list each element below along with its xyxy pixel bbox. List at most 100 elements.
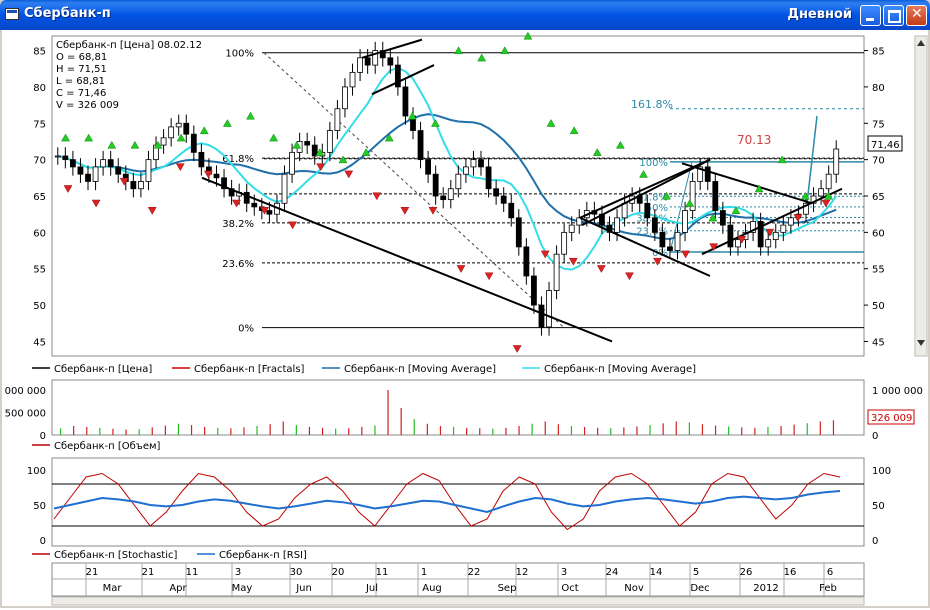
fibonacci-left-levels: 100% 61.8% 38.2% 23.6% 0% (222, 49, 864, 335)
fractal-up-marker (222, 119, 232, 127)
candle-body (440, 195, 447, 201)
candle-body (334, 108, 341, 131)
period-label[interactable]: Дневной (787, 7, 852, 22)
time-day-label: 21 (86, 567, 99, 578)
time-day-label: 1 (421, 567, 427, 578)
candle-body (221, 177, 227, 190)
fractal-up-marker (84, 133, 94, 142)
price-tick-label-left: 75 (33, 119, 46, 130)
price-legend: Сбербанк-п [Цена] Сбербанк-п [Fractals] Сб… (32, 364, 696, 375)
minimize-button[interactable] (860, 5, 881, 26)
fib-left-label: 38.2% (222, 219, 254, 230)
candle-body (326, 130, 333, 153)
candle-body (704, 166, 711, 182)
candle-body (561, 231, 568, 255)
candle-body (478, 159, 484, 168)
trendline (361, 38, 423, 59)
time-day-label: 3 (561, 567, 567, 578)
fractal-down-marker (147, 207, 157, 215)
fractal-down-marker (203, 170, 213, 179)
candle-body (825, 173, 832, 190)
time-day-label: 11 (376, 567, 389, 578)
candle-body (568, 224, 575, 233)
fractal-up-marker (824, 191, 833, 200)
price-tick-label-right: 60 (872, 228, 885, 239)
fractal-up-marker (431, 119, 440, 127)
fractal-up-marker (731, 206, 741, 215)
fractal-up-marker (500, 46, 510, 55)
candle-body (213, 173, 220, 179)
candle-body (787, 217, 794, 226)
time-month-label: Aug (422, 583, 442, 594)
info-low: L = 68,81 (56, 76, 105, 87)
legend-osc-label: Сбербанк-п [Stochastic] (54, 550, 178, 561)
info-header: Сбербанк-п [Цена] 08.02.12 (56, 40, 202, 51)
fractal-up-marker (477, 53, 487, 62)
candle-body (727, 224, 734, 248)
candle-body (689, 181, 696, 211)
time-month-label: Jun (295, 583, 312, 594)
fractal-up-marker (523, 31, 533, 40)
fractal-down-marker (232, 199, 241, 208)
chart-area[interactable]: 100%61.8%38.2%23.6%0% 100%61.8%50%38.2%2… (2, 30, 928, 606)
title-bar[interactable]: Сбербанк-п Дневной (0, 0, 930, 30)
scroll-down-icon[interactable] (917, 340, 925, 346)
oscillator-legend: Сбербанк-п [Stochastic] Сбербанк-п [RSI] (32, 550, 307, 561)
trendlines (201, 38, 843, 343)
price-candles (54, 41, 840, 336)
time-day-label: 12 (516, 567, 529, 578)
price-pane[interactable]: 100%61.8%38.2%23.6%0% 100%61.8%50%38.2%2… (33, 31, 928, 357)
horizontal-scrollbar[interactable] (51, 596, 865, 606)
candle-body (576, 217, 583, 226)
moving-average-slow (57, 113, 837, 240)
info-volume: V = 326 009 (56, 100, 119, 111)
fractal-down-marker (372, 192, 382, 201)
candle-body (667, 246, 673, 251)
candle-body (455, 173, 462, 190)
candle-body (493, 188, 500, 197)
oscillator-tick-right: 100 (872, 466, 891, 477)
candle-body (266, 210, 273, 215)
price-tick-label-left: 70 (33, 156, 46, 167)
fractal-down-marker (765, 228, 775, 237)
candle-body (546, 290, 552, 328)
time-month-label: Dec (690, 583, 709, 594)
candle-body (470, 159, 477, 168)
info-close: C = 71,46 (56, 88, 106, 99)
candle-body (304, 141, 311, 146)
time-day-label: 6 (827, 567, 833, 578)
fib-left-label: 0% (238, 324, 254, 335)
fib-right-label: 61.8% (636, 192, 668, 203)
fractal-down-marker (400, 207, 410, 215)
candle-body (818, 188, 825, 197)
scroll-up-icon[interactable] (917, 40, 925, 46)
candle-body (538, 304, 545, 328)
candle-body (145, 159, 152, 182)
time-day-label: 21 (142, 567, 155, 578)
candle-body (62, 155, 69, 161)
candle-body (311, 144, 318, 157)
price-tick-label-left: 50 (33, 301, 46, 312)
price-tick-label-right: 45 (872, 337, 885, 348)
candle-body (432, 173, 439, 197)
close-button[interactable] (906, 5, 927, 26)
legend-price-label: Сбербанк-п [Moving Average] (544, 364, 696, 375)
candle-body (644, 202, 651, 219)
maximize-button[interactable] (883, 5, 904, 26)
candle-body (719, 210, 726, 226)
oscillator-axis: 100 100 50 50 0 0 (27, 466, 891, 547)
fractal-down-marker (512, 345, 522, 353)
oscillator-pane[interactable]: 100 100 50 50 0 0 (27, 457, 891, 547)
candle-body (523, 246, 530, 277)
candle-body (394, 64, 401, 88)
candle-body (417, 130, 424, 161)
info-box: Сбербанк-п [Цена] 08.02.12 O = 68,81 H =… (56, 40, 202, 111)
chart-svg[interactable]: 100%61.8%38.2%23.6%0% 100%61.8%50%38.2%2… (2, 30, 928, 606)
fib-right-label: 50% (646, 203, 668, 214)
candle-body (77, 166, 84, 175)
fractal-down-marker (484, 272, 494, 281)
price-tick-label-right: 80 (872, 83, 885, 94)
candle-body (531, 275, 537, 306)
price-scrollbar[interactable] (914, 35, 928, 357)
